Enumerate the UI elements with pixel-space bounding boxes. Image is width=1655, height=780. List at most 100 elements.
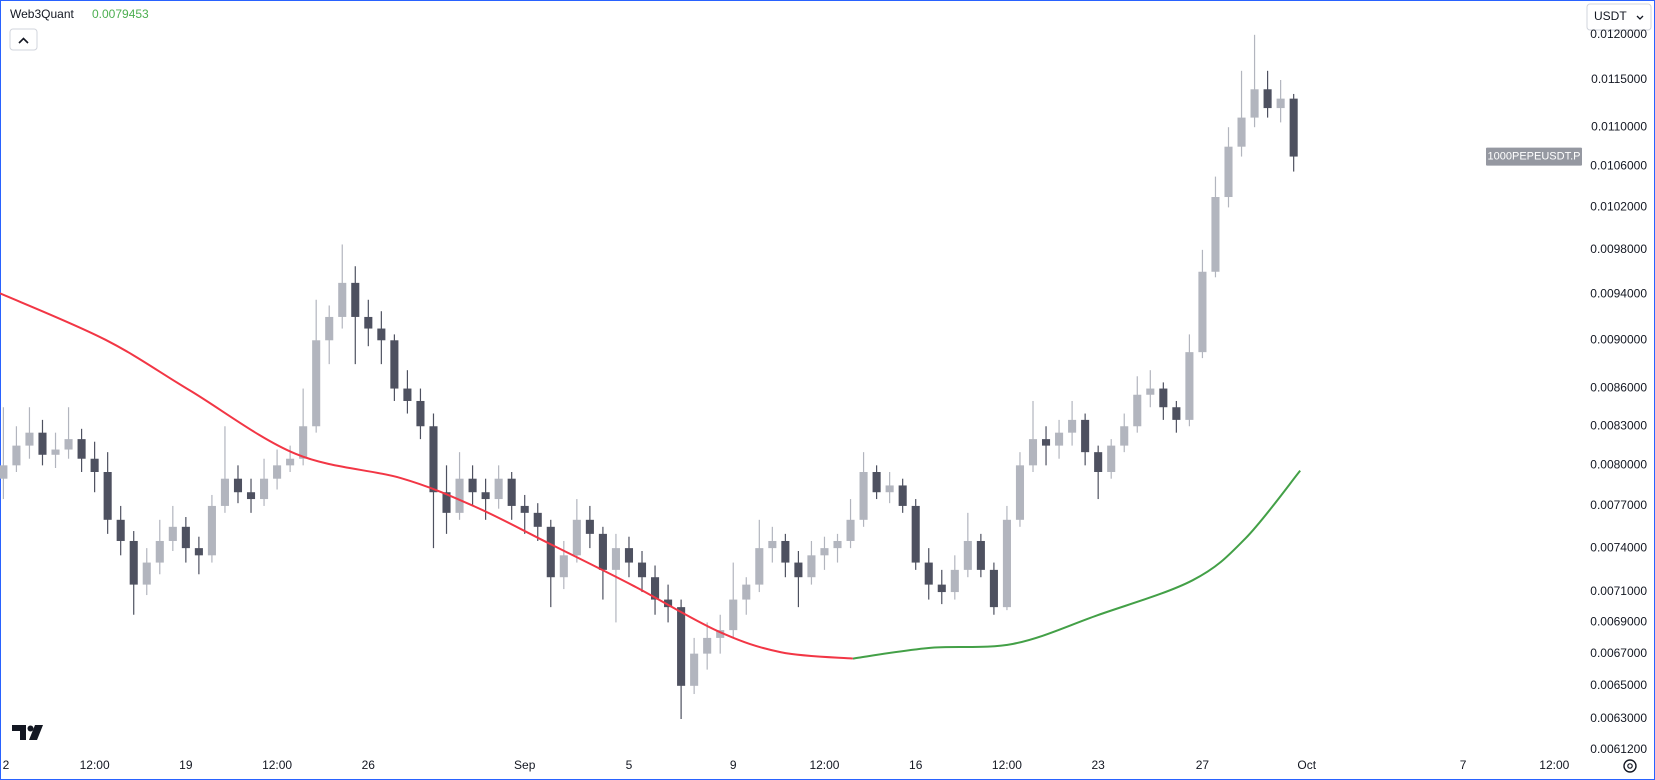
candle-body <box>220 478 229 506</box>
x-tick-label: 9 <box>730 758 737 772</box>
candle-body <box>494 478 503 500</box>
candle-body <box>416 400 425 427</box>
candle-body <box>377 328 386 341</box>
candle-body <box>142 562 151 585</box>
candle-body <box>1172 407 1181 420</box>
candle-body <box>533 512 542 527</box>
x-tick-label: 23 <box>1091 758 1105 772</box>
candle-body <box>872 472 881 493</box>
candle-body <box>585 519 594 534</box>
candle-body <box>1276 98 1285 109</box>
candle-body <box>51 449 60 455</box>
x-tick-label: 12:00 <box>1539 758 1569 772</box>
candle-body <box>768 540 777 549</box>
candle-body <box>77 439 86 459</box>
candle-body <box>116 519 125 541</box>
y-tick-label: 0.0080000 <box>1590 458 1647 472</box>
candle-body <box>1159 388 1168 408</box>
x-tick-label: 5 <box>626 758 633 772</box>
y-tick-label: 0.0110000 <box>1591 119 1647 133</box>
candle-body <box>729 599 738 631</box>
candle-body <box>664 599 673 608</box>
candle-body <box>833 540 842 549</box>
candle-body <box>937 584 946 593</box>
y-tick-label: 0.0074000 <box>1590 540 1647 554</box>
candle-body <box>911 505 920 563</box>
y-tick-label: 0.0098000 <box>1590 242 1647 256</box>
candle-body <box>677 607 686 686</box>
x-tick-label: 12:00 <box>80 758 110 772</box>
indicator-line <box>0 292 853 660</box>
candle-body <box>1015 465 1025 520</box>
candle-body <box>690 653 699 686</box>
candle-body <box>364 316 373 329</box>
candle-body <box>1185 352 1194 420</box>
candle-body <box>950 569 959 593</box>
candle-body <box>572 519 581 556</box>
y-tick-label: 0.0094000 <box>1590 286 1647 300</box>
x-tick-label: 26 <box>362 758 376 772</box>
y-tick-label: 0.0063000 <box>1590 711 1647 725</box>
candle-body <box>1107 445 1116 473</box>
candle-body <box>429 426 438 493</box>
x-tick-label: 12:00 <box>992 758 1022 772</box>
candle-body <box>507 478 516 506</box>
collapse-button[interactable] <box>9 28 38 51</box>
candle-body <box>246 492 256 500</box>
candle-body <box>64 439 73 450</box>
symbol-label: 1000PEPEUSDT.P <box>1488 150 1581 162</box>
x-tick-label: Oct <box>1297 758 1316 772</box>
currency-dropdown[interactable]: USDT <box>1586 3 1652 31</box>
candle-body <box>233 478 243 493</box>
candle-body <box>637 562 647 578</box>
candle-body <box>103 472 112 520</box>
candle-body <box>963 540 972 570</box>
x-tick-label: 19 <box>179 758 193 772</box>
y-tick-label: 0.0065000 <box>1590 678 1647 692</box>
candle-body <box>559 555 568 578</box>
candle-body <box>807 555 816 578</box>
candle-body <box>989 569 998 608</box>
candle-body <box>820 548 829 556</box>
y-tick-label: 0.0086000 <box>1590 381 1647 395</box>
candle-body <box>260 478 269 500</box>
candle-body <box>1002 519 1011 608</box>
candle-body <box>976 540 985 570</box>
candle-body <box>859 472 868 520</box>
y-tick-label: 0.0083000 <box>1590 418 1647 432</box>
y-tick-label: 0.0061200 <box>1590 742 1647 756</box>
candle-body <box>1289 98 1298 157</box>
candle-body <box>924 562 933 585</box>
x-tick-label: Sep <box>514 758 536 772</box>
candle-body <box>299 426 308 459</box>
candle-body <box>12 445 21 466</box>
candle-body <box>1237 117 1246 147</box>
candle-body <box>155 540 164 563</box>
candle-body <box>598 533 607 570</box>
candle-body <box>468 478 477 493</box>
candle-body <box>716 630 725 638</box>
y-tick-label: 0.0106000 <box>1590 159 1647 173</box>
candle-body <box>1263 89 1272 109</box>
candle-body <box>846 519 855 541</box>
candle-body <box>25 432 34 446</box>
settings-button[interactable] <box>1623 759 1637 773</box>
candle-body <box>885 485 894 493</box>
y-tick-label: 0.0115000 <box>1591 72 1647 86</box>
y-tick-label: 0.0071000 <box>1590 584 1647 598</box>
candle-body <box>1120 426 1129 446</box>
candle-body <box>442 492 451 513</box>
candle-body <box>624 548 634 563</box>
candle-body <box>390 340 399 389</box>
plot-area <box>0 34 1301 720</box>
candle-body <box>351 282 360 317</box>
candle-body <box>651 577 660 600</box>
candle-body <box>1250 89 1259 118</box>
candle-body <box>1094 452 1103 473</box>
x-tick-label: 12:00 <box>262 758 292 772</box>
candle-body <box>1068 419 1077 433</box>
currency-label: USDT <box>1594 9 1627 23</box>
y-tick-label: 0.0120000 <box>1590 27 1647 41</box>
